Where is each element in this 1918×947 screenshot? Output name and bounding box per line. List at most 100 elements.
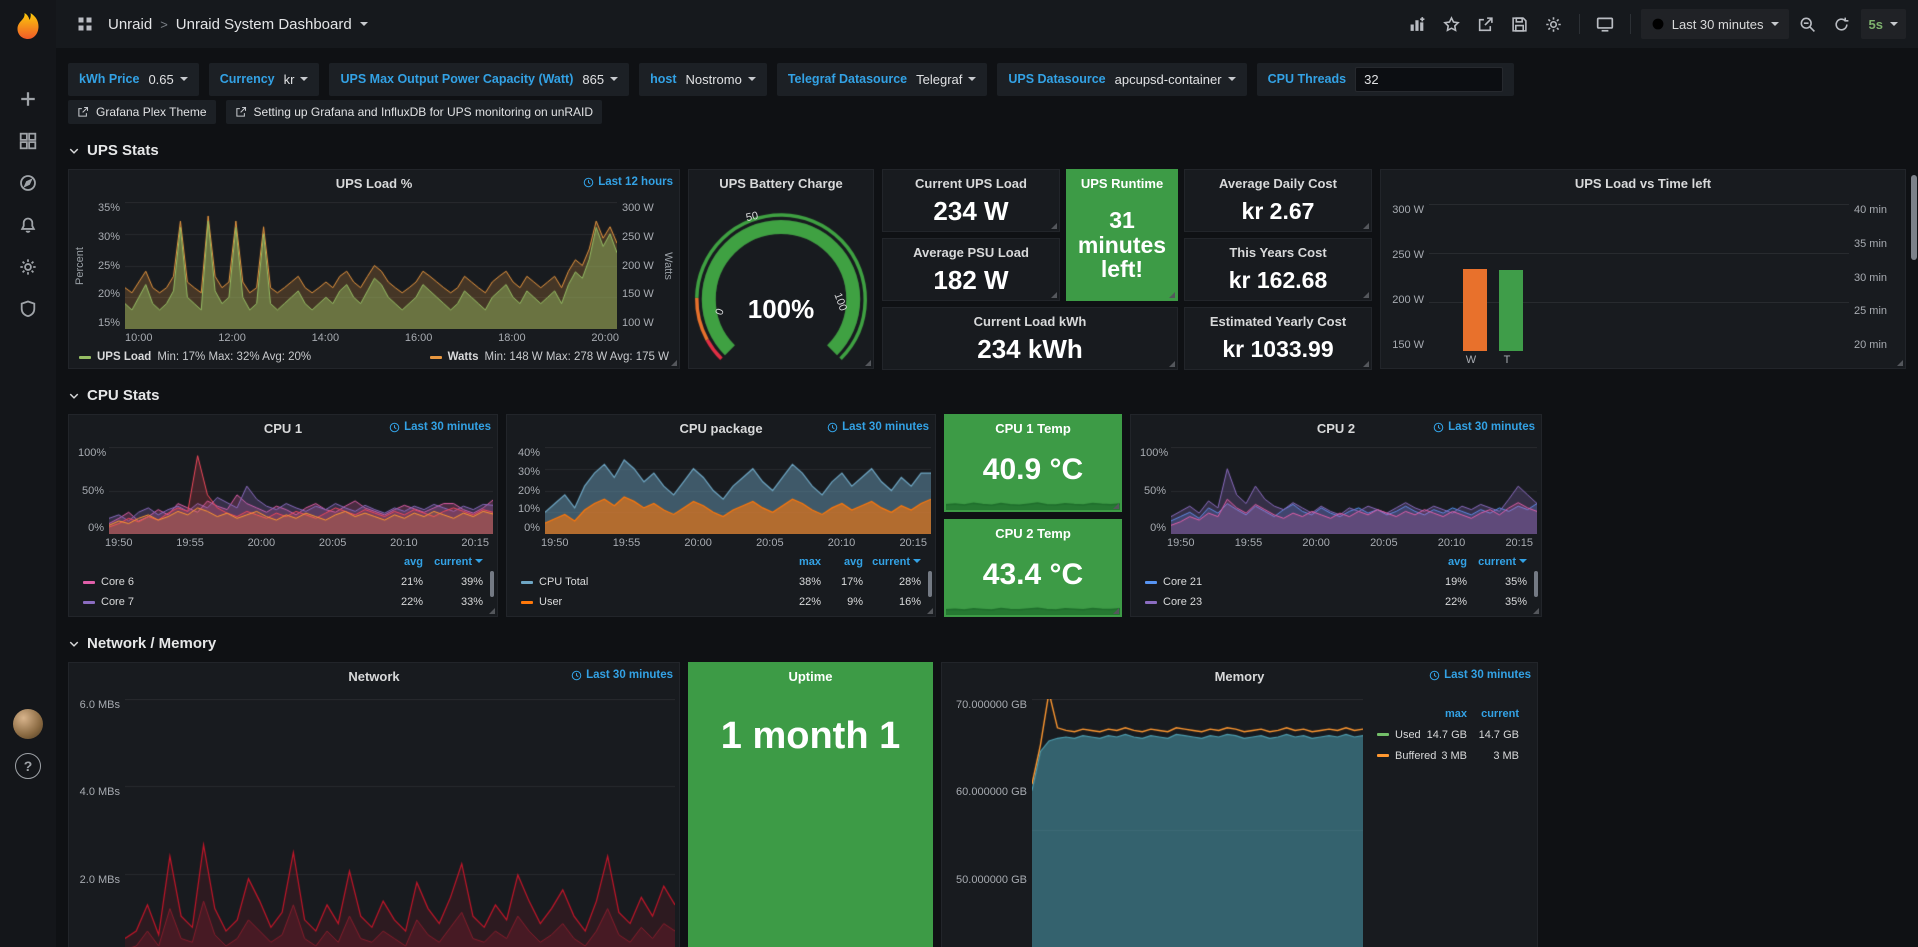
add-panel-icon[interactable]	[1403, 9, 1433, 39]
legend-series-toggle[interactable]: Core 6	[83, 576, 371, 588]
legend-sort-max[interactable]: max	[1444, 707, 1467, 720]
panel-current-ups-load: Current UPS Load 234 W	[882, 169, 1060, 232]
legend-series-toggle[interactable]: Core 7	[83, 596, 371, 608]
variable-cpu-threads: CPU Threads	[1256, 62, 1515, 96]
refresh-icon[interactable]	[1827, 9, 1857, 39]
memory-plot	[1032, 699, 1363, 947]
stat-value: kr 162.68	[1228, 267, 1328, 293]
panel-title[interactable]: Current UPS Load	[915, 175, 1027, 191]
ups-load-chart[interactable]	[125, 202, 617, 329]
section-header-cpu-stats[interactable]: CPU Stats	[68, 387, 1906, 404]
legend-series-toggle[interactable]: CPU Total	[521, 576, 775, 588]
page-scrollbar[interactable]	[1910, 48, 1918, 947]
dashboard-settings-gear-icon[interactable]	[1539, 9, 1569, 39]
legend-series-toggle[interactable]: User	[521, 596, 775, 608]
y-axis-left: 300 W 250 W 200 W 150 W	[1392, 204, 1424, 351]
panel-title[interactable]: CPU 1 Temp	[995, 420, 1071, 436]
variable-value-dropdown[interactable]: apcupsd-container	[1115, 72, 1236, 87]
legend-scrollbar[interactable]	[490, 571, 494, 597]
cpu-threads-input[interactable]	[1355, 66, 1504, 92]
star-icon[interactable]	[1437, 9, 1467, 39]
legend-item[interactable]: Watts Min: 148 W Max: 278 W Avg: 175 W	[429, 351, 669, 363]
navbar-divider	[1578, 14, 1580, 34]
panel-title[interactable]: CPU 1	[263, 420, 303, 436]
legend-item[interactable]: UPS Load Min: 17% Max: 32% Avg: 20%	[79, 351, 311, 363]
breadcrumb-org[interactable]: Unraid	[108, 15, 153, 33]
time-range-picker[interactable]: Last 30 minutes	[1640, 9, 1789, 39]
alerting-bell-icon[interactable]	[6, 206, 50, 244]
explore-compass-icon[interactable]	[6, 164, 50, 202]
clock-icon	[389, 422, 400, 432]
panel-title[interactable]: CPU package	[679, 420, 763, 436]
legend-series-toggle[interactable]: Used	[1377, 729, 1421, 741]
panel-title[interactable]: Current Load kWh	[973, 313, 1087, 329]
share-icon[interactable]	[1471, 9, 1501, 39]
panel-title[interactable]: UPS Battery Charge	[719, 175, 843, 191]
variable-currency: Currency kr	[208, 62, 320, 96]
grafana-logo-icon[interactable]	[8, 6, 48, 46]
panel-title[interactable]: Network	[348, 668, 400, 684]
panel-title[interactable]: Memory	[1214, 668, 1265, 684]
section-header-network-memory[interactable]: Network / Memory	[68, 635, 1906, 652]
legend-series-toggle[interactable]: Core 23	[1145, 596, 1415, 608]
cpu1-chart[interactable]	[109, 447, 493, 534]
variable-value-dropdown[interactable]: Telegraf	[916, 72, 977, 87]
legend-scrollbar[interactable]	[1534, 571, 1538, 597]
panel-title[interactable]: Uptime	[788, 668, 833, 684]
legend-series-toggle[interactable]: Buffered	[1377, 750, 1436, 762]
cycle-view-tv-icon[interactable]	[1590, 9, 1620, 39]
panel-title[interactable]: CPU 2 Temp	[995, 525, 1071, 541]
panel-title[interactable]: This Years Cost	[1229, 244, 1327, 260]
section-header-ups-stats[interactable]: UPS Stats	[68, 142, 1906, 159]
legend-sort-max[interactable]: max	[798, 556, 821, 568]
clock-icon	[583, 177, 594, 187]
server-admin-shield-icon[interactable]	[6, 290, 50, 328]
help-icon[interactable]: ?	[15, 753, 41, 779]
variable-value-dropdown[interactable]: Nostromo	[685, 72, 756, 87]
legend-sort-current[interactable]: current	[1467, 556, 1527, 568]
panel-title[interactable]: UPS Load %	[335, 175, 413, 191]
legend-sort-avg[interactable]: avg	[404, 556, 423, 568]
panel-title[interactable]: CPU 2	[1316, 420, 1356, 436]
network-chart[interactable]	[125, 699, 675, 947]
variable-value-dropdown[interactable]: kr	[284, 72, 309, 87]
apps-grid-icon[interactable]	[70, 9, 100, 39]
chevron-down-icon[interactable]	[359, 22, 368, 30]
legend-sort-current[interactable]: current	[863, 556, 921, 568]
variable-label: Currency	[219, 72, 275, 86]
cpu-stats-row: CPU 1 Last 30 minutes 100% 50% 0%	[68, 414, 1906, 617]
panel-title[interactable]: UPS Load vs Time left	[1574, 175, 1712, 191]
legend-sort-current[interactable]: current	[1481, 707, 1519, 720]
x-axis: 19:50 19:55 20:00 20:05 20:10 20:15	[541, 536, 927, 549]
cpu2-chart[interactable]	[1171, 447, 1537, 534]
legend-row: CPU Total 38% 17% 28%	[521, 572, 921, 592]
user-avatar[interactable]	[13, 709, 43, 739]
variable-value-dropdown[interactable]: 865	[582, 72, 619, 87]
scrollbar-thumb[interactable]	[1911, 175, 1917, 260]
panel-title[interactable]: UPS Runtime	[1080, 175, 1164, 191]
panel-title[interactable]: Average PSU Load	[913, 244, 1029, 260]
template-variables-row: kWh Price 0.65 Currency kr UPS Max Outpu…	[68, 62, 1906, 96]
legend-scrollbar[interactable]	[928, 571, 932, 597]
refresh-interval-picker[interactable]: 5s	[1860, 9, 1906, 39]
dashboard-link-ups-guide[interactable]: Setting up Grafana and InfluxDB for UPS …	[225, 100, 603, 124]
gauge-canvas	[689, 196, 873, 368]
legend-swatch	[429, 355, 442, 359]
cpu-package-chart[interactable]	[545, 447, 931, 534]
save-icon[interactable]	[1505, 9, 1535, 39]
zoom-out-icon[interactable]	[1793, 9, 1823, 39]
dashboards-icon[interactable]	[6, 122, 50, 160]
legend-series-toggle[interactable]: Core 21	[1145, 576, 1415, 588]
configuration-gear-icon[interactable]	[6, 248, 50, 286]
legend-sort-avg[interactable]: avg	[844, 556, 863, 568]
memory-chart[interactable]	[1032, 699, 1363, 947]
variable-value-dropdown[interactable]: 0.65	[148, 72, 188, 87]
legend-sort-current[interactable]: current	[423, 556, 483, 568]
dashboard-title[interactable]: Unraid System Dashboard	[175, 15, 352, 33]
panel-title[interactable]: Estimated Yearly Cost	[1209, 313, 1347, 329]
panel-ups-load: UPS Load % Last 12 hours Percent 35% 30% 2…	[68, 169, 680, 369]
panel-title[interactable]: Average Daily Cost	[1218, 175, 1337, 191]
legend-sort-avg[interactable]: avg	[1448, 556, 1467, 568]
create-plus-icon[interactable]	[6, 80, 50, 118]
dashboard-link-plex-theme[interactable]: Grafana Plex Theme	[68, 100, 216, 124]
